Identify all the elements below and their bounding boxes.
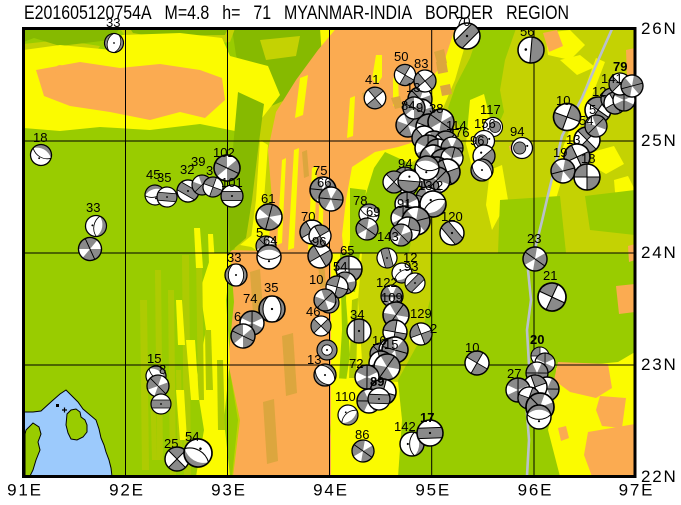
svg-text:122: 122 xyxy=(376,275,398,290)
svg-text:6: 6 xyxy=(234,309,241,324)
svg-text:39: 39 xyxy=(191,154,205,169)
svg-text:9: 9 xyxy=(416,100,423,115)
svg-text:38: 38 xyxy=(429,101,443,116)
svg-text:13: 13 xyxy=(566,132,580,147)
svg-text:76: 76 xyxy=(455,125,469,140)
svg-text:2: 2 xyxy=(436,178,443,193)
svg-text:27: 27 xyxy=(507,366,521,381)
svg-text:84: 84 xyxy=(401,98,415,113)
svg-text:25: 25 xyxy=(164,436,178,451)
svg-text:86: 86 xyxy=(355,427,369,442)
svg-text:101: 101 xyxy=(221,175,243,190)
svg-text:16: 16 xyxy=(372,333,386,348)
svg-text:89: 89 xyxy=(370,374,384,389)
svg-text:17: 17 xyxy=(420,410,434,425)
svg-text:141: 141 xyxy=(601,71,623,86)
svg-text:97E: 97E xyxy=(619,481,655,500)
svg-text:2: 2 xyxy=(430,321,437,336)
svg-text:32: 32 xyxy=(180,162,194,177)
svg-text:23N: 23N xyxy=(641,355,678,374)
svg-text:130: 130 xyxy=(418,178,440,193)
svg-text:50: 50 xyxy=(394,49,408,64)
svg-text:18: 18 xyxy=(33,130,47,145)
svg-text:110: 110 xyxy=(335,389,356,404)
svg-text:33: 33 xyxy=(86,200,100,215)
svg-text:72: 72 xyxy=(349,356,363,371)
svg-text:79: 79 xyxy=(613,59,627,74)
svg-text:74: 74 xyxy=(243,291,257,306)
svg-text:35: 35 xyxy=(264,280,278,295)
svg-text:94E: 94E xyxy=(313,481,349,500)
svg-text:10: 10 xyxy=(309,272,323,287)
svg-text:15: 15 xyxy=(147,351,161,366)
svg-text:102: 102 xyxy=(213,145,235,160)
svg-text:143: 143 xyxy=(377,229,399,244)
svg-text:46: 46 xyxy=(306,304,320,319)
svg-text:92E: 92E xyxy=(109,481,145,500)
svg-text:24N: 24N xyxy=(641,243,678,262)
svg-text:66: 66 xyxy=(317,175,331,190)
svg-text:96E: 96E xyxy=(518,481,554,500)
svg-text:33: 33 xyxy=(227,250,241,265)
svg-text:54: 54 xyxy=(185,429,199,444)
svg-text:34: 34 xyxy=(350,307,364,322)
svg-text:5: 5 xyxy=(589,102,596,117)
svg-text:18: 18 xyxy=(581,151,595,166)
svg-text:12: 12 xyxy=(592,84,606,99)
svg-text:95E: 95E xyxy=(415,481,451,500)
svg-text:E201605120754A M=4.8 h= 71: E201605120754A M=4.8 h= 71 MYANMAR-INDIA… xyxy=(24,2,569,24)
svg-text:35: 35 xyxy=(157,170,171,185)
svg-text:13: 13 xyxy=(406,80,420,95)
svg-text:117: 117 xyxy=(480,102,501,117)
svg-text:93E: 93E xyxy=(211,481,247,500)
svg-text:96: 96 xyxy=(470,133,484,148)
svg-text:94: 94 xyxy=(510,124,524,139)
svg-text:75: 75 xyxy=(313,163,327,178)
svg-text:19: 19 xyxy=(553,145,567,160)
svg-text:26N: 26N xyxy=(641,19,678,38)
svg-text:114: 114 xyxy=(446,118,467,133)
svg-text:83: 83 xyxy=(414,56,428,71)
svg-text:5: 5 xyxy=(256,225,263,240)
svg-text:33: 33 xyxy=(106,15,120,30)
svg-text:129: 129 xyxy=(410,306,432,321)
svg-text:91E: 91E xyxy=(7,481,43,500)
svg-text:156: 156 xyxy=(474,116,496,131)
svg-text:69: 69 xyxy=(366,204,380,219)
svg-text:12: 12 xyxy=(403,250,417,265)
svg-text:70: 70 xyxy=(456,14,470,29)
svg-text:13: 13 xyxy=(307,352,321,367)
svg-text:3: 3 xyxy=(206,163,213,178)
svg-text:54: 54 xyxy=(333,259,347,274)
svg-text:8: 8 xyxy=(159,362,166,377)
svg-text:25N: 25N xyxy=(641,131,678,150)
svg-text:61: 61 xyxy=(261,191,275,206)
svg-text:23: 23 xyxy=(527,231,541,246)
svg-text:20: 20 xyxy=(530,332,544,347)
svg-text:120: 120 xyxy=(441,209,463,224)
svg-text:54: 54 xyxy=(579,113,593,128)
svg-text:91: 91 xyxy=(397,196,411,211)
svg-text:65: 65 xyxy=(340,243,354,258)
svg-text:94: 94 xyxy=(398,156,412,171)
svg-text:10: 10 xyxy=(556,93,570,108)
svg-text:56: 56 xyxy=(520,24,534,39)
svg-text:21: 21 xyxy=(543,268,557,283)
svg-text:64: 64 xyxy=(263,233,277,248)
svg-text:109: 109 xyxy=(381,290,403,305)
svg-text:15: 15 xyxy=(384,337,398,352)
svg-text:22N: 22N xyxy=(641,467,678,486)
svg-text:96: 96 xyxy=(312,234,326,249)
svg-text:78: 78 xyxy=(353,193,367,208)
svg-text:10: 10 xyxy=(465,340,479,355)
svg-text:142: 142 xyxy=(394,419,416,434)
svg-text:45: 45 xyxy=(146,167,160,182)
svg-text:70: 70 xyxy=(301,209,315,224)
svg-text:41: 41 xyxy=(365,72,379,87)
svg-text:93: 93 xyxy=(404,259,418,274)
